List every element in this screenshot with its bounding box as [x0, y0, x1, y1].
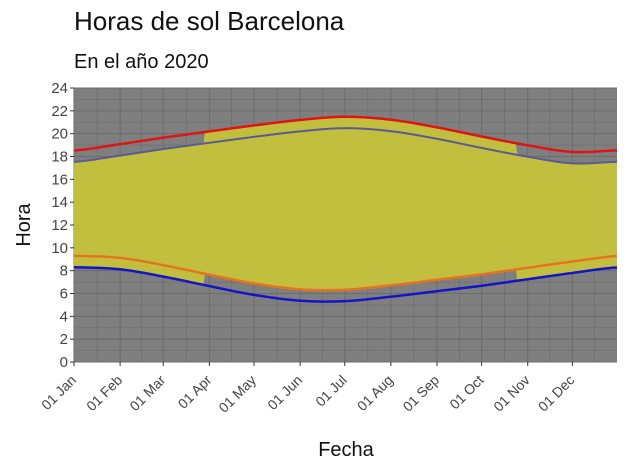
y-tick-label: 16 — [51, 171, 68, 188]
chart-title: Horas de sol Barcelona — [74, 6, 345, 36]
y-axis-label: Hora — [13, 202, 35, 246]
sunset-standard-line — [73, 127, 618, 165]
sunrise-summer-line — [73, 254, 618, 292]
y-tick-label: 2 — [60, 331, 68, 348]
x-tick-label: 01 Dec — [535, 372, 578, 415]
x-axis-label: Fecha — [318, 439, 374, 461]
y-tick-label: 0 — [60, 354, 68, 371]
x-tick-label: 01 Nov — [490, 372, 533, 415]
daylight-area — [74, 116, 617, 291]
x-tick-label: 01 Jul — [312, 372, 350, 410]
sunrise-standard-line — [73, 265, 618, 303]
y-tick-label: 10 — [51, 240, 68, 257]
chart-subtitle: En el año 2020 — [74, 51, 209, 73]
y-tick-label: 8 — [60, 263, 68, 280]
y-tick-label: 22 — [51, 103, 68, 120]
x-tick-label: 01 Feb — [83, 372, 125, 414]
y-tick-label: 18 — [51, 149, 68, 166]
sunset-summer-line — [73, 115, 618, 154]
x-tick-label: 01 Oct — [446, 372, 487, 413]
x-tick-label: 01 Jun — [264, 372, 305, 413]
x-tick-label: 01 Jan — [38, 372, 79, 413]
x-tick-label: 01 Sep — [399, 372, 442, 415]
x-tick-label: 01 Aug — [354, 372, 396, 414]
x-tick-label: 01 May — [215, 372, 259, 416]
y-tick-label: 20 — [51, 126, 68, 143]
y-tick-label: 24 — [51, 80, 68, 97]
y-tick-label: 12 — [51, 217, 68, 234]
x-tick-label: 01 Mar — [126, 372, 168, 414]
y-tick-label: 6 — [60, 286, 68, 303]
x-tick-label: 01 Apr — [175, 372, 215, 412]
y-tick-label: 14 — [51, 194, 68, 211]
y-tick-label: 4 — [60, 308, 68, 325]
